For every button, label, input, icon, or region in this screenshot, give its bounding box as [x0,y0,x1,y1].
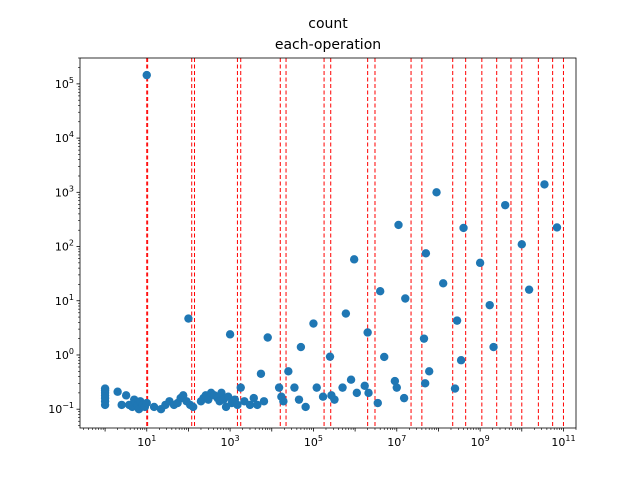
scatter-point-19 [142,70,151,80]
scatter-point-90 [425,367,434,376]
scatter-point-57 [274,383,284,392]
scatter-point-51 [245,400,255,410]
scatter-point-56 [263,333,272,342]
scatter-point-65 [309,319,318,328]
scatter-point-101 [517,240,526,249]
scatter-point-79 [373,398,382,408]
scatter-point-66 [312,383,321,392]
scatter-point-70 [330,395,339,404]
scatter-point-61 [290,383,299,392]
scatter-point-48 [233,400,242,410]
scatter-point-52 [249,393,258,403]
x-tick-label-4: 109 [471,434,490,449]
y-tick-label-5: 104 [55,130,74,145]
x-axis-ticks: 101 103 105 107 109 1011 [82,428,577,449]
scatter-point-53 [253,400,262,410]
scatter-point-77 [363,328,372,337]
scatter-point-36 [204,395,213,404]
y-tick-label-0: 10−1 [48,401,74,416]
y-tick-label-6: 105 [55,76,74,91]
scatter-point-102 [524,285,534,294]
plot-frame [79,57,577,429]
scatter-point-97 [475,258,485,268]
scatter-point-85 [399,393,409,403]
scatter-point-96 [459,223,468,233]
scatter-point-92 [438,279,448,288]
scatter-point-73 [346,375,356,384]
scatter-point-54 [256,369,266,378]
scatter-point-55 [259,397,269,406]
scatter-point-84 [394,220,403,230]
scatter-point-95 [456,356,466,365]
scatter-point-68 [325,352,335,361]
scatter-point-21 [149,402,159,412]
x-tick-label-2: 105 [304,434,323,449]
scatter-point-74 [349,255,359,264]
scatter-point-67 [318,392,328,401]
scatter-point-60 [284,367,293,376]
x-tick-label-1: 103 [221,434,240,449]
scatter-point-91 [432,188,441,197]
scatter-point-78 [364,388,373,398]
scatter-point-9 [121,391,131,400]
y-tick-label-2: 101 [55,293,74,308]
scatter-point-72 [341,309,351,318]
x-tick-label-5: 1011 [551,434,575,449]
scatter-point-80 [375,287,385,296]
chart-title: count [308,16,348,32]
y-tick-label-1: 100 [55,347,74,362]
scatter-point-104 [552,223,562,232]
scatter-point-6 [100,384,110,393]
scatter-point-87 [419,334,429,343]
scatter-point-44 [223,392,233,401]
y-tick-label-3: 102 [55,239,74,254]
scatter-point-98 [485,300,494,310]
scatter-point-82 [390,376,400,386]
y-tick-label-4: 103 [55,184,74,199]
scatter-point-30 [184,314,193,323]
scatter-point-59 [279,397,288,406]
scatter-point-62 [294,395,304,404]
scatter-point-32 [188,402,198,412]
scatter-point-94 [452,316,462,325]
scatter-point-93 [450,384,460,393]
y-axis-ticks: 10−1 100 101 102 103 104 105 [48,57,80,426]
scatter-point-76 [360,381,369,391]
scatter-point-41 [217,388,226,398]
scatter-point-75 [352,388,362,398]
scatter-point-86 [401,294,410,303]
scatter-point-100 [501,200,510,210]
points-layer [100,70,562,414]
scatter-point-20 [142,398,151,408]
x-tick-label-3: 107 [387,434,406,449]
scatter-point-71 [338,383,347,392]
vlines-layer [146,58,564,428]
scatter-point-63 [296,342,306,352]
scatter-point-49 [236,383,245,392]
x-tick-label-0: 101 [137,434,156,449]
scatter-point-83 [392,383,401,392]
scatter-point-89 [421,249,431,258]
chart-subtitle: each-operation [275,37,381,53]
scatter-point-81 [380,352,389,362]
scatter-point-7 [113,387,122,396]
scatter-point-99 [489,342,498,352]
scatter-point-64 [301,402,310,412]
scatter-point-88 [420,379,430,388]
scatter-point-8 [117,400,126,410]
scatter-point-45 [225,330,235,339]
scatter-point-103 [540,180,549,189]
